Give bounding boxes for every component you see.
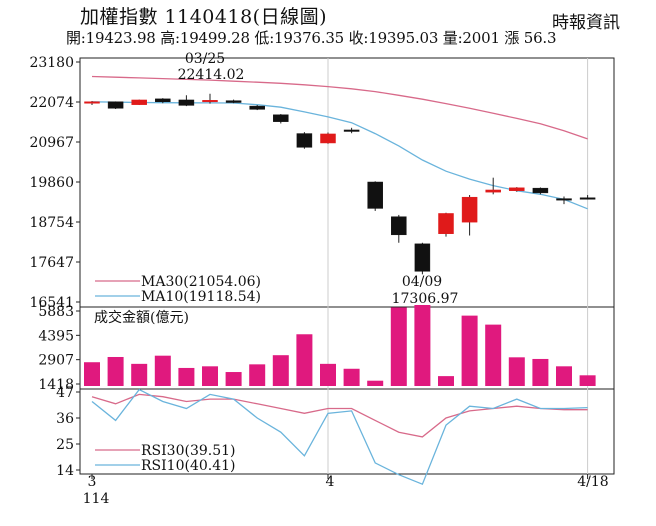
volume-bar [131,363,148,386]
candle-body [343,129,360,132]
volume-bar [508,357,525,386]
x-axis: 3 4 4/18 114 [83,474,609,507]
volume-bar [178,367,195,386]
y-tick-label: 5883 [38,304,74,320]
candle-body [556,198,572,201]
volume-bar [154,355,171,386]
x-tick-label-apr: 4 [326,474,335,490]
volume-panel-title: 成交金額(億元) [94,309,189,326]
volume-bar [367,380,384,386]
volume-bar [84,362,100,386]
candle-body [532,187,549,194]
ma10-line [91,101,588,210]
x-tick-label-mar: 3 [88,474,97,490]
candle-body [155,98,171,103]
x-tick-label-end: 4/18 [577,474,608,490]
price-annotations: 03/25 22414.02 04/09 17306.97 [178,51,459,307]
low-annotation-date: 04/09 [402,274,442,290]
source-label: 時報資訊 [552,13,620,33]
y-tick-label: 17647 [29,255,74,271]
candle-body [438,213,454,234]
candle-body [579,197,596,200]
high-annotation-value: 22414.02 [178,67,245,83]
volume-bar [532,358,549,386]
chart-frame [79,57,615,475]
vertical-gridlines [327,58,589,474]
ma30-legend-label: MA30(21054.06) [141,274,261,290]
candle-body [131,99,147,105]
chart-title: 加權指數 1140418(日線圖) [80,6,327,28]
candle-body [391,216,407,236]
volume-bar [556,366,572,386]
ohlc-summary: 開:19423.98 高:19499.28 低:19376.35 收:19395… [66,29,557,47]
y-tick-label: 14 [56,463,74,479]
x-year-label: 114 [83,491,110,507]
candle-body [367,181,383,209]
candle-body [461,196,478,223]
volume-bar [225,372,242,386]
candle-body [249,105,265,110]
moving-average-lines [91,75,588,210]
rsi10-line [91,388,588,486]
panel-frames [79,57,615,475]
rsi-lines [91,388,588,486]
volume-bar [438,376,454,386]
volume-bar [461,315,478,386]
y-tick-label: 47 [56,385,74,401]
candle-body [485,189,501,193]
candle-body [202,100,218,103]
candlesticks [84,93,596,275]
y-tick-label: 36 [56,411,74,427]
y-tick-label: 25 [56,437,74,453]
candle-body [509,187,525,191]
candle-body [84,101,100,104]
y-tick-label: 1418 [38,377,74,393]
candle-body [414,243,431,272]
volume-bar [390,307,407,386]
volume-bar [343,368,360,386]
y-tick-label: 4395 [38,328,74,344]
volume-bar [296,334,313,386]
rsi10-legend-label: RSI10(40.41) [141,458,235,474]
y-tick-label: 18754 [29,215,74,231]
volume-bar [414,305,431,386]
volume-bar [107,356,124,386]
volume-bars [84,305,596,386]
ma30-line [91,75,588,140]
rsi30-legend-label: RSI30(39.51) [141,443,235,459]
y-tick-label: 2907 [38,353,74,369]
y-tick-label: 16541 [29,295,74,311]
volume-bar [485,324,502,386]
high-annotation-date: 03/25 [185,51,225,67]
y-tick-label: 22074 [29,95,74,111]
volume-bar [272,355,289,386]
y-tick-label: 19860 [29,175,74,191]
volume-bar [249,364,266,386]
volume-bar [579,375,596,386]
volume-bar [320,363,336,386]
candle-body [296,133,313,148]
candle-body [320,133,336,144]
ma10-legend-label: MA10(19118.54) [141,289,261,305]
y-tick-label: 23180 [29,55,74,71]
legends: MA30(21054.06) MA10(19118.54) 成交金額(億元) R… [94,274,261,474]
rsi30-line [91,393,588,438]
candle-body [273,114,289,122]
low-annotation-value: 17306.97 [392,291,459,307]
candle-body [225,100,242,103]
volume-bar [202,366,218,386]
candle-body [178,99,195,106]
y-tick-label: 20967 [29,135,74,151]
candle-body [107,101,124,109]
